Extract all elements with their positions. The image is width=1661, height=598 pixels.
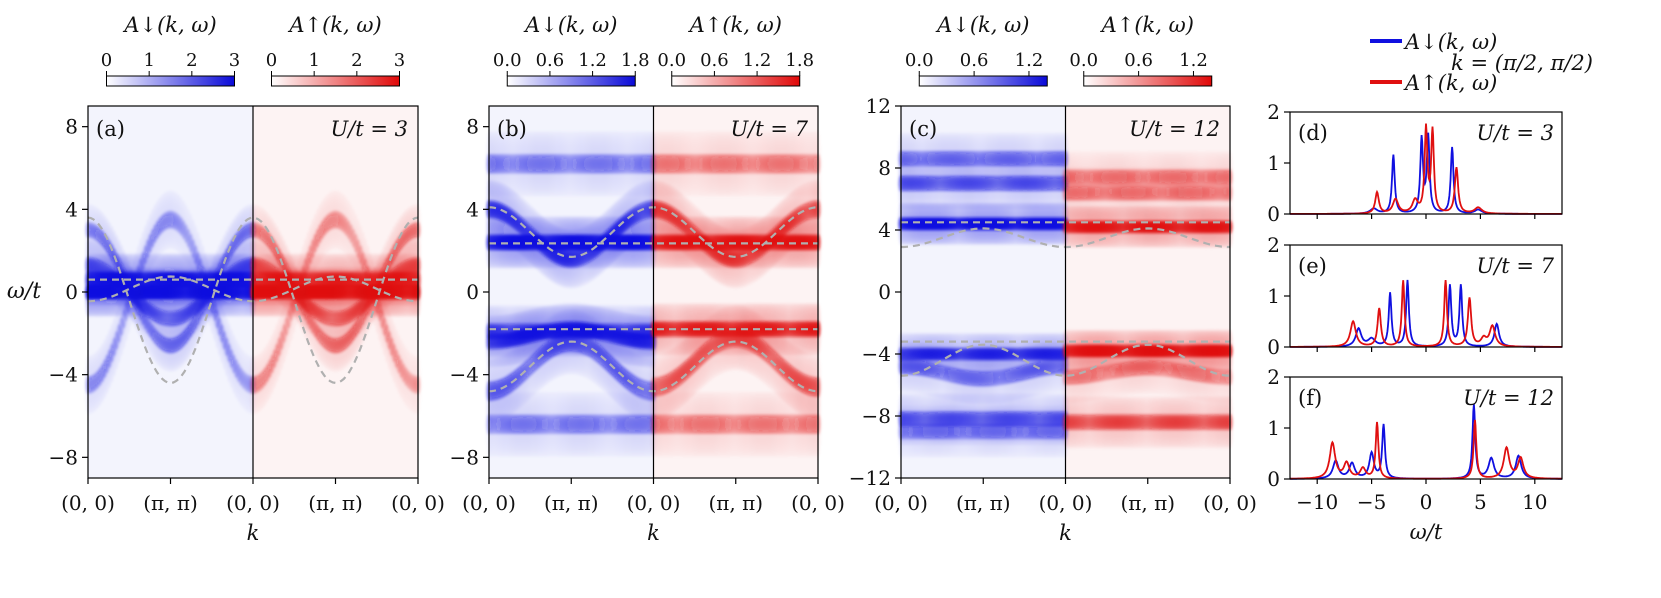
heatmap-halo (228, 329, 235, 389)
u-value-label: U/t = 3 (330, 117, 408, 141)
colorbar-tick-label: 1.8 (785, 50, 814, 71)
x-tick-label: (π, π) (143, 491, 198, 515)
x-tick-label: (0, 0) (627, 491, 681, 515)
colorbar-tick-label: 0 (101, 50, 112, 71)
colorbar-tick-label: 1.2 (578, 50, 607, 71)
x-axis-label: k (647, 521, 660, 545)
colorbar-title: A↑(k, ω) (287, 13, 381, 37)
x-tick-label: (π, π) (308, 491, 363, 515)
colorbar-up: A↑(k, ω) 0 1 2 3 (266, 13, 405, 87)
x-tick-label: (π, π) (544, 491, 599, 515)
guide-line-0 (87, 216, 419, 385)
colorbar-title: A↓(k, ω) (523, 13, 617, 37)
colorbar-tick-label: 1.2 (743, 50, 772, 71)
colorbar-tick-label: 0.6 (700, 50, 729, 71)
y-tick-label: −8 (450, 445, 479, 469)
colorbar-down: A↓(k, ω) 0 1 2 3 (101, 13, 240, 87)
colorbar-tick-label: 2 (186, 50, 197, 71)
colorbar-gradient (271, 75, 400, 87)
colorbar-tick-label: 1 (143, 50, 154, 71)
panel-1: −8 −4 0 4 8 (0, 0) (π, π) (0, 0) (π, π) (0, 0) k (b… (450, 13, 845, 545)
colorbar-tick-label: 2 (351, 50, 362, 71)
colorbar-up: A↑(k, ω)0.0 0.6 1.2 1.8 (657, 13, 814, 87)
heatmap-down-bands (486, 131, 657, 458)
heatmap-halo (393, 329, 400, 389)
y-tick-label: 0 (65, 280, 78, 304)
colorbar-tick-label: 1.8 (621, 50, 650, 71)
colorbar-tick-label: 0.0 (493, 50, 522, 71)
y-tick-label: −4 (450, 363, 479, 387)
y-tick-label: 8 (65, 115, 78, 139)
x-tick-label: (0, 0) (226, 491, 280, 515)
colorbar-gradient (506, 75, 636, 87)
x-axis-label: k (247, 521, 260, 545)
y-tick-label: 0 (466, 280, 479, 304)
panel-label: (b) (497, 117, 527, 141)
x-tick-label: (0, 0) (791, 491, 845, 515)
y-tick-label: 4 (466, 197, 479, 221)
colorbar-tick-label: 1 (308, 50, 319, 71)
colorbar-gradient (671, 75, 801, 87)
y-tick-label: 4 (65, 197, 78, 221)
colorbar-tick-label: 3 (229, 50, 240, 71)
panel-0: −8 −4 0 4 8 (0, 0) (π, π) (0, 0) (π, π) (0, 0) k (a… (49, 13, 445, 545)
x-tick-label: (0, 0) (462, 491, 516, 515)
colorbar-title: A↓(k, ω) (122, 13, 216, 37)
y-tick-label: −8 (49, 445, 78, 469)
colorbar-tick-label: 3 (394, 50, 405, 71)
colorbar-tick-label: 0.6 (536, 50, 565, 71)
y-tick-label: 8 (466, 115, 479, 139)
u-value-label: U/t = 7 (730, 117, 808, 141)
colorbar-title: A↑(k, ω) (688, 13, 782, 37)
x-tick-label: (0, 0) (391, 491, 445, 515)
y-tick-label: −4 (49, 363, 78, 387)
panel-label: (a) (96, 117, 125, 141)
colorbar-tick-label: 0 (266, 50, 277, 71)
colorbar-tick-label: 0.0 (657, 50, 686, 71)
colorbar-gradient (106, 75, 235, 87)
x-tick-label: (π, π) (708, 491, 763, 515)
colorbar-down: A↓(k, ω)0.0 0.6 1.2 1.8 (493, 13, 650, 87)
x-tick-label: (0, 0) (61, 491, 115, 515)
